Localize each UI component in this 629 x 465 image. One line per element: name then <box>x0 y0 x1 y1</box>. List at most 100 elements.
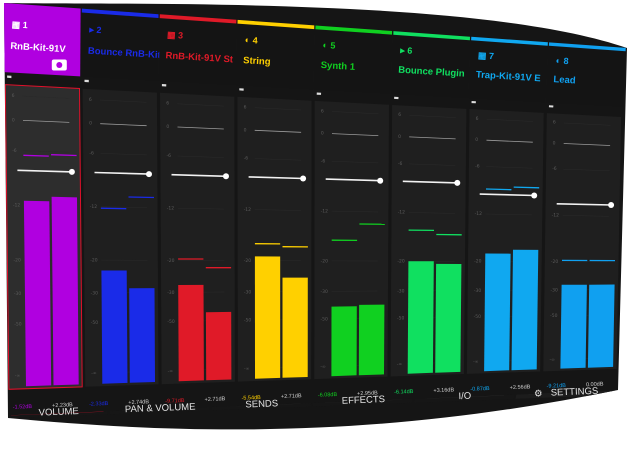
tab-effects[interactable]: EFFECTS <box>312 394 413 407</box>
scale-label: -50 <box>397 315 404 321</box>
peak-hold-line <box>128 196 155 199</box>
level-meter-bar <box>282 277 308 378</box>
channel-strip[interactable]: ◐ 5 Synth 1 6 0 -6 -12 -20 -30 -50 -∞ -6.08dB +2.95… <box>313 25 393 399</box>
scale-label: 0 <box>89 121 92 127</box>
volume-fader-handle[interactable] <box>531 192 538 199</box>
tab-background[interactable] <box>312 398 413 407</box>
fader-db-value: 0.00dB <box>586 382 604 389</box>
scale-label: 6 <box>244 105 247 111</box>
track-header[interactable] <box>81 8 159 81</box>
channel-strip[interactable]: ▸ 2 Bounce RnB-Kit 6 0 -6 -12 -20 -30 -50 -∞ -2.33… <box>81 8 162 408</box>
scale-label: 6 <box>321 108 324 114</box>
track-header[interactable] <box>468 36 548 103</box>
scale-label: -30 <box>474 288 481 294</box>
level-meter-bar <box>587 284 615 368</box>
peak-db-value: -9.71dB <box>165 398 185 405</box>
volume-fader-track[interactable] <box>479 193 536 197</box>
level-meter-bar <box>51 196 79 386</box>
volume-fader-handle[interactable] <box>68 168 75 175</box>
zero-db-line <box>486 139 533 143</box>
tab-label[interactable]: I/O <box>458 391 471 402</box>
tab-i-o[interactable]: I/O <box>414 391 515 403</box>
peak-db-value: -0.87dB <box>470 386 490 393</box>
tab-background[interactable] <box>109 407 210 415</box>
track-color-bar <box>548 42 626 52</box>
scale-tick <box>331 111 379 115</box>
track-header[interactable] <box>391 31 470 98</box>
scale-label: 0 <box>244 127 247 133</box>
strip-marker <box>316 92 322 95</box>
tab-label[interactable]: VOLUME <box>38 406 79 419</box>
tab-background[interactable] <box>414 394 515 403</box>
scale-label: -6 <box>398 161 403 167</box>
scale-label: -20 <box>244 258 251 264</box>
volume-fader-handle[interactable] <box>146 171 152 178</box>
channel-strip[interactable]: ▦ 3 RnB-Kit-91V St 6 0 -6 -12 -20 -30 -50 -∞ -9.71… <box>158 14 237 405</box>
fader-db-value: +2.95dB <box>357 390 378 397</box>
scale-tick <box>100 153 147 156</box>
scale-label: 0 <box>321 131 324 137</box>
volume-fader-handle[interactable] <box>454 179 461 186</box>
channel-strip[interactable]: ▸ 6 Bounce Plugin 6 0 -6 -12 -20 -30 -50 -∞ -6.14d… <box>390 31 470 396</box>
scale-label: -6 <box>89 151 94 157</box>
scale-label: -50 <box>321 317 328 323</box>
volume-fader-track[interactable] <box>171 173 228 178</box>
track-color-bar <box>315 25 393 35</box>
volume-fader-handle[interactable] <box>300 175 307 182</box>
track-header[interactable] <box>313 25 393 94</box>
volume-fader-track[interactable] <box>17 169 73 173</box>
tab-indicator <box>325 399 403 403</box>
scale-tick <box>177 103 224 107</box>
tab-label[interactable]: SENDS <box>245 398 278 410</box>
scale-tick <box>177 207 225 210</box>
scale-label: -30 <box>321 289 328 295</box>
tab-settings[interactable]: SETTINGS ⚙ <box>515 386 617 400</box>
volume-fader-track[interactable] <box>94 171 151 175</box>
volume-fader-handle[interactable] <box>377 177 384 184</box>
tab-label[interactable]: PAN & VOLUME <box>125 402 196 416</box>
volume-fader-track[interactable] <box>325 178 382 182</box>
channel-strip[interactable]: ◐ 8 Lead 6 0 -6 -12 -20 -30 -50 -∞ -9.21dB 0.00dB <box>543 42 626 390</box>
volume-fader-handle[interactable] <box>223 173 229 180</box>
tab-indicator <box>426 395 504 399</box>
track-header[interactable] <box>546 42 626 107</box>
channel-strip[interactable]: ▦ 7 Trap-Kit-91V E 6 0 -6 -12 -20 -30 -50 -∞ -0.87… <box>466 36 548 393</box>
tab-background[interactable] <box>211 403 312 411</box>
level-meter-bar <box>101 270 128 384</box>
track-header-selected[interactable] <box>4 3 81 77</box>
tab-volume[interactable]: VOLUME <box>8 406 108 419</box>
strip-marker <box>7 75 12 79</box>
tab-pan-volume[interactable]: PAN & VOLUME <box>109 402 210 416</box>
volume-fader-track[interactable] <box>248 176 305 180</box>
gear-icon[interactable]: ⚙ <box>534 389 543 400</box>
track-header[interactable] <box>158 14 237 85</box>
channel-strip[interactable]: ◐ 4 String 6 0 -6 -12 -20 -30 -50 -∞ -5.54dB +2.71d… <box>236 19 315 402</box>
level-meter-bar <box>407 261 434 374</box>
plugin-track-icon: ◐ 4 <box>244 35 258 46</box>
tab-label[interactable]: EFFECTS <box>342 394 386 407</box>
scale-label: 6 <box>166 101 169 107</box>
audio-track-icon: ▸ 6 <box>399 45 413 56</box>
scale-label: 6 <box>476 116 479 122</box>
scale-label: -30 <box>244 289 251 295</box>
fader-db-value: +2.23dB <box>52 402 73 409</box>
level-meter-bar <box>331 306 357 377</box>
scale-label: -20 <box>397 259 404 265</box>
tab-background[interactable] <box>8 411 108 418</box>
tab-label[interactable]: SETTINGS <box>551 386 599 399</box>
volume-fader-handle[interactable] <box>608 202 615 208</box>
scale-tick <box>563 168 610 172</box>
volume-fader-track[interactable] <box>402 180 459 184</box>
scale-label: -20 <box>321 258 328 264</box>
level-meter-bar <box>23 200 52 387</box>
scale-label: -12 <box>244 207 251 213</box>
scale-tick <box>486 166 533 169</box>
volume-fader-track[interactable] <box>556 203 613 206</box>
strip-marker <box>394 96 399 100</box>
track-name: RnB-Kit-91V St <box>165 50 234 65</box>
track-header[interactable] <box>236 19 315 90</box>
channel-strip[interactable]: ▦ 1 RnB-Kit-91V 6 0 -6 -12 -20 -30 -50 -∞ -1.52dB +… <box>4 3 83 411</box>
tab-sends[interactable]: SENDS <box>211 398 312 411</box>
tab-background[interactable] <box>515 390 617 399</box>
